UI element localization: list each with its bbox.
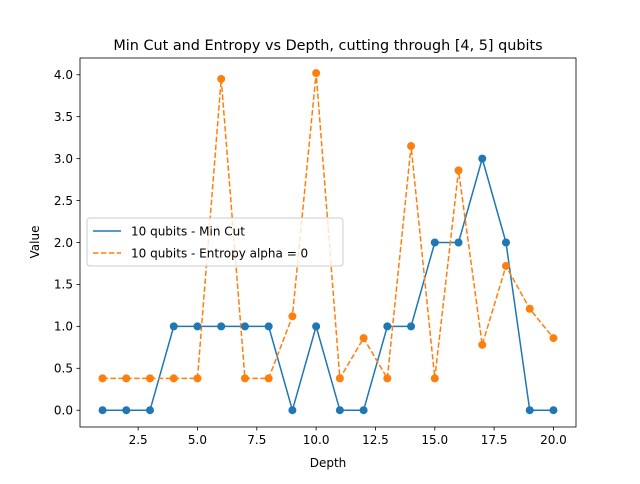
series-1-point — [383, 322, 392, 331]
y-tick-label: 1.5 — [54, 278, 73, 292]
y-tick-label: 0.0 — [54, 404, 73, 418]
series-2-point — [122, 374, 131, 383]
legend: 10 qubits - Min Cut 10 qubits - Entropy a… — [86, 217, 344, 267]
series-1-point — [525, 406, 534, 415]
series-1-point — [122, 406, 131, 415]
series-1-point — [146, 406, 155, 415]
x-tick-label: 2.5 — [129, 433, 148, 447]
y-tick-label: 2.0 — [54, 236, 73, 250]
y-tick-label: 4.0 — [54, 68, 73, 82]
x-tick-label: 20.0 — [540, 433, 567, 447]
series-2-point — [430, 374, 439, 383]
axes: 2.5 5.0 7.5 10.0 12.5 15.0 17.5 20.0 0.0 0.5 1.0 1.… — [54, 57, 577, 447]
series-1-point — [430, 238, 439, 247]
series-1-point — [454, 238, 463, 247]
series-1-point — [288, 406, 297, 415]
series-1-point — [549, 406, 558, 415]
y-tick-label: 0.5 — [54, 362, 73, 376]
series-2-point — [98, 374, 107, 383]
chart-title: Min Cut and Entropy vs Depth, cutting th… — [113, 38, 542, 54]
x-tick-label: 15.0 — [421, 433, 448, 447]
series-2-point — [335, 374, 344, 383]
series-2-point — [383, 374, 392, 383]
series-2-point — [501, 261, 510, 270]
series-2-point — [288, 312, 297, 321]
series-1-point — [193, 322, 202, 331]
series-1-point — [501, 238, 510, 247]
y-axis-label: Value — [28, 226, 42, 259]
series-2-point — [217, 74, 226, 83]
series-2-point — [264, 374, 273, 383]
series-1-point — [98, 406, 107, 415]
legend-box — [86, 217, 344, 267]
series-2-point — [169, 374, 178, 383]
series-1-point — [359, 406, 368, 415]
series-2-point — [478, 340, 487, 349]
y-tick-label: 2.5 — [54, 194, 73, 208]
x-tick-label: 5.0 — [188, 433, 207, 447]
series-1-point — [264, 322, 273, 331]
series-1-point — [407, 322, 416, 331]
series-2-point — [146, 374, 155, 383]
series-1-point — [240, 322, 249, 331]
series-1-point — [217, 322, 226, 331]
legend-label-1: 10 qubits - Min Cut — [131, 224, 245, 238]
x-axis-label: Depth — [310, 456, 347, 470]
series-1-point — [169, 322, 178, 331]
series-1-point — [335, 406, 344, 415]
legend-label-2: 10 qubits - Entropy alpha = 0 — [131, 246, 308, 260]
series-2-point — [312, 69, 321, 78]
y-tick-label: 1.0 — [54, 320, 73, 334]
series-1-point — [312, 322, 321, 331]
y-tick-label: 3.0 — [54, 152, 73, 166]
x-tick-label: 12.5 — [362, 433, 389, 447]
y-tick-label: 3.5 — [54, 110, 73, 124]
series-1-point — [478, 154, 487, 163]
x-tick-label: 10.0 — [303, 433, 330, 447]
series-2-point — [359, 334, 368, 343]
series-2-point — [454, 166, 463, 175]
x-tick-label: 17.5 — [481, 433, 508, 447]
series-2-point — [525, 304, 534, 313]
series-2-point — [407, 142, 416, 151]
series-2-point — [549, 334, 558, 343]
series-2-point — [193, 374, 202, 383]
x-tick-label: 7.5 — [247, 433, 266, 447]
series-2-point — [240, 374, 249, 383]
plot-area — [98, 69, 558, 415]
